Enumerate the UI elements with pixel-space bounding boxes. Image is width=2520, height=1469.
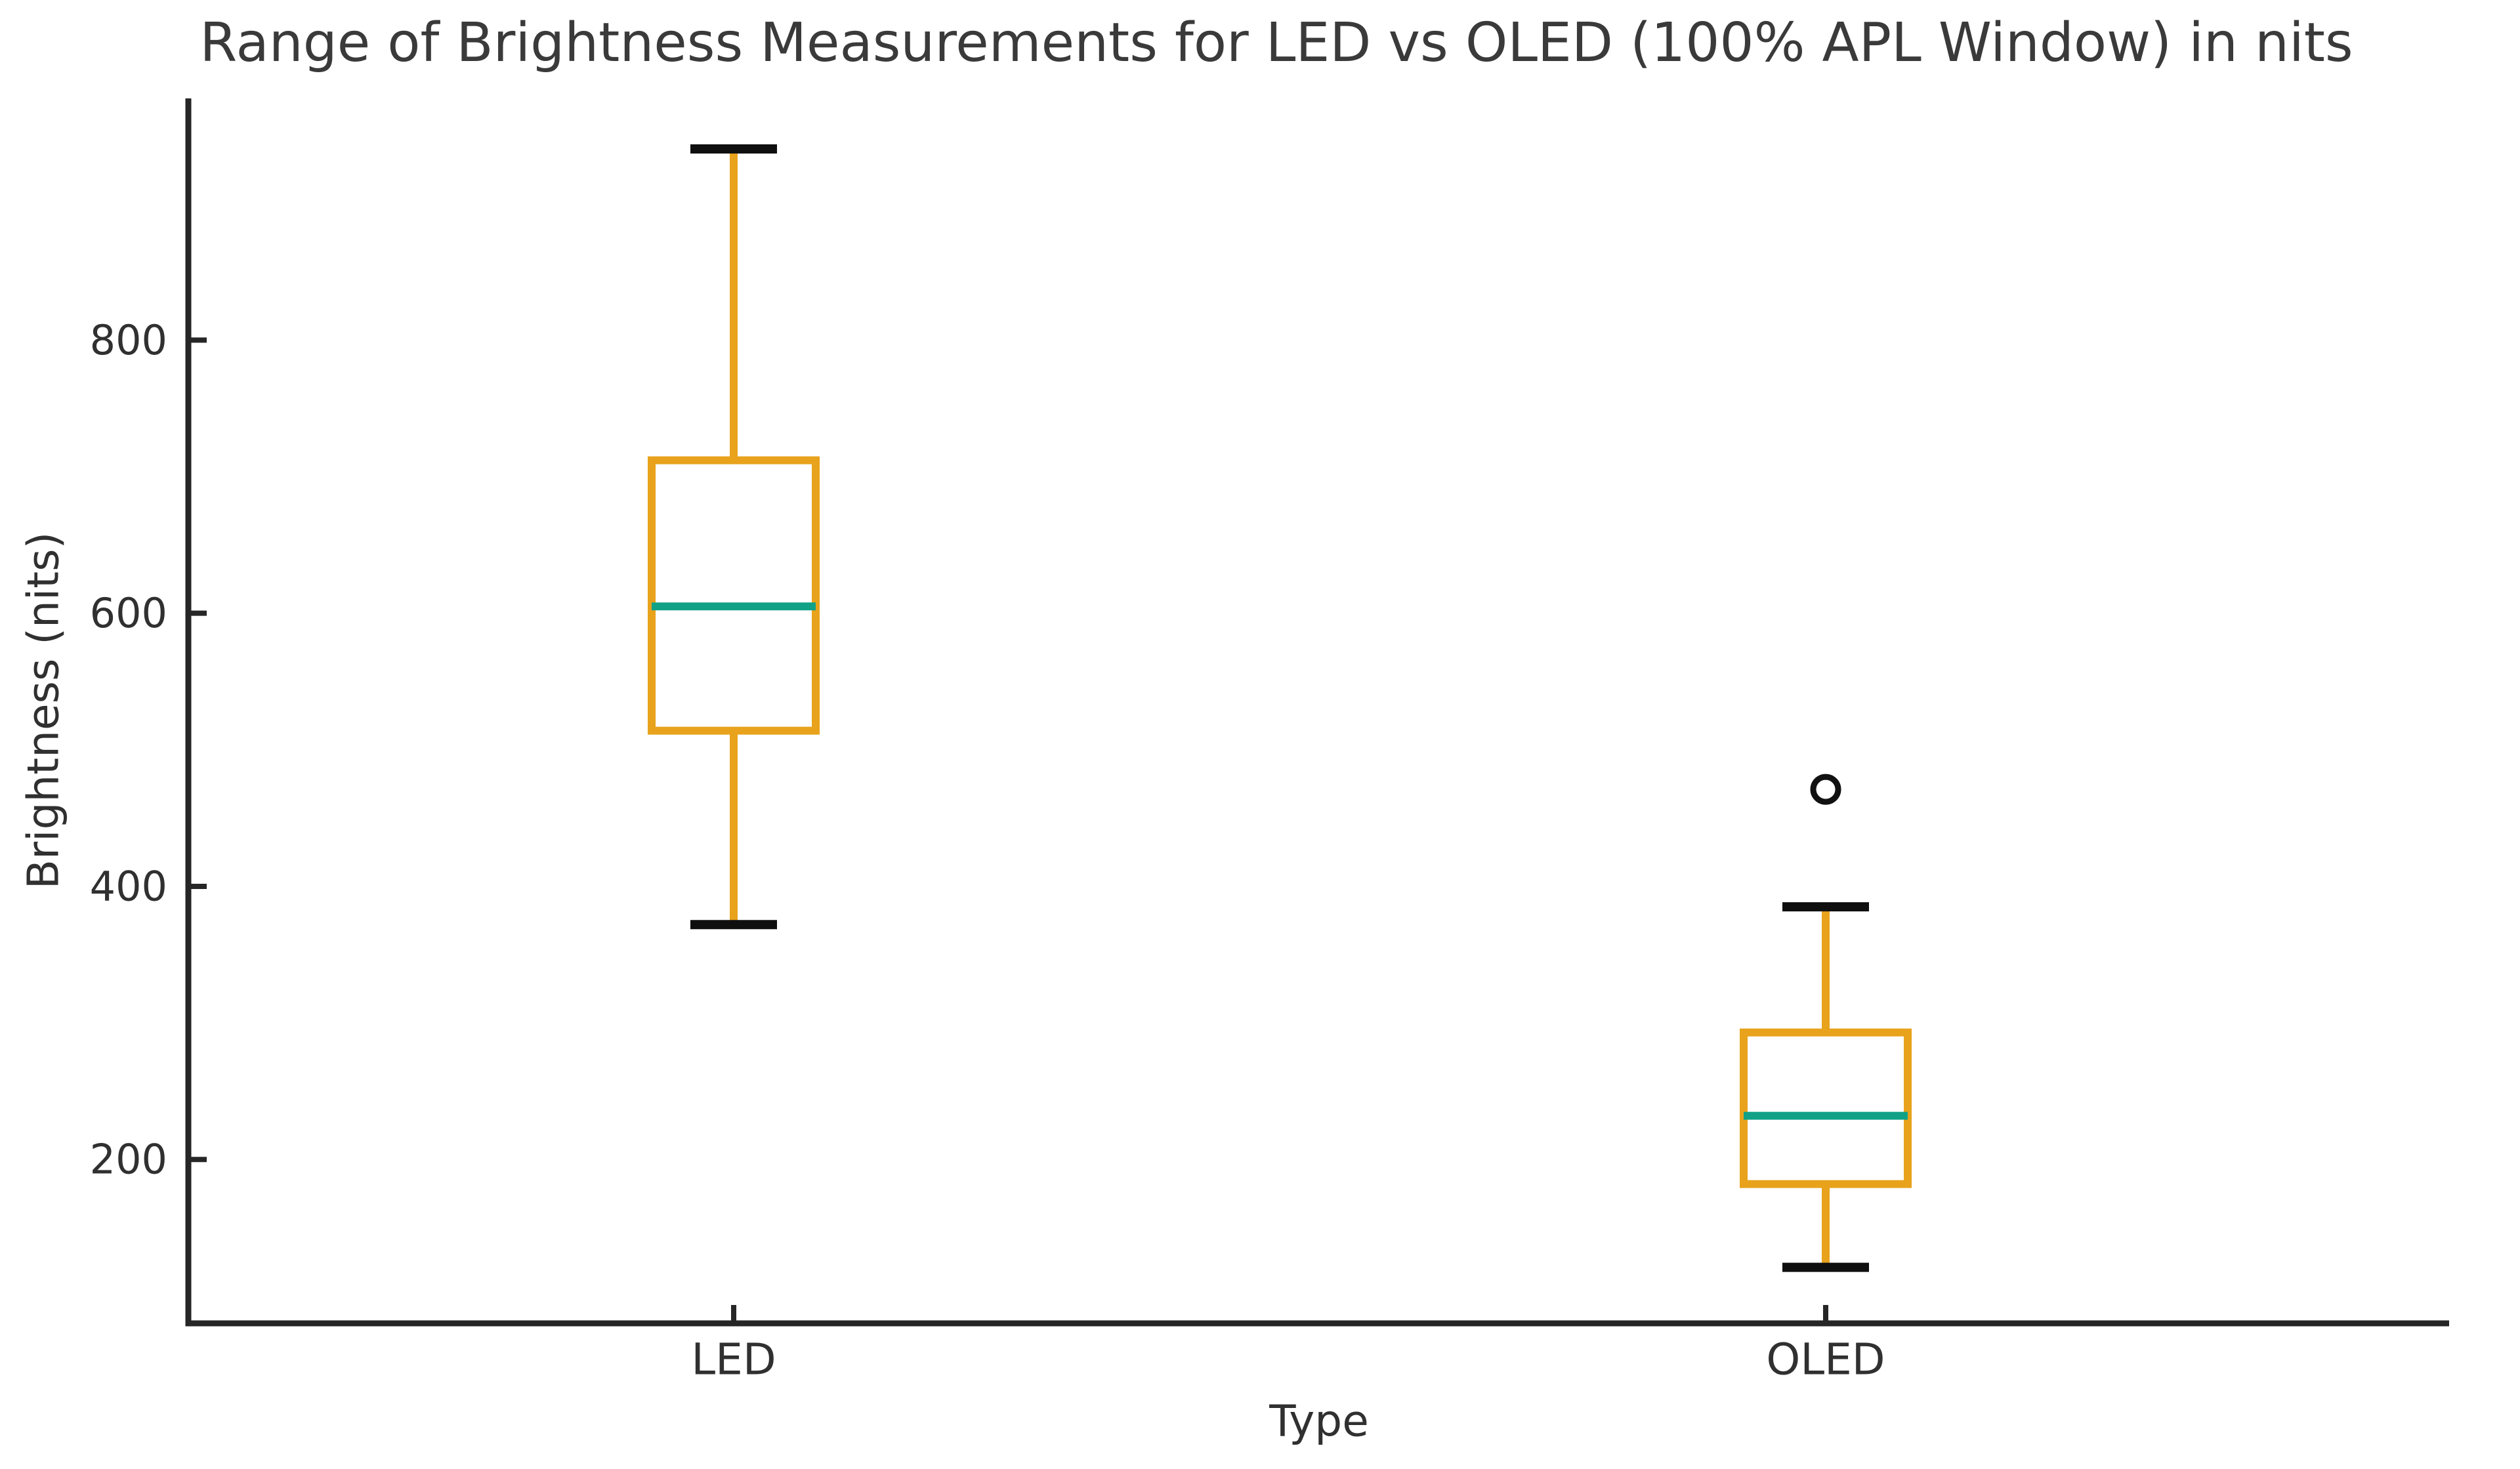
oled-box: [1740, 1028, 1912, 1188]
led-box: [648, 456, 820, 735]
x-tick-label-oled: OLED: [1766, 1335, 1885, 1385]
y-tick-label-400: 400: [90, 862, 167, 910]
x-tick-label-led: LED: [691, 1335, 776, 1385]
y-tick-label-600: 600: [90, 589, 167, 637]
x-axis-label: Type: [1269, 1396, 1369, 1447]
y-tick-label-200: 200: [90, 1136, 167, 1184]
chart-title: Range of Brightness Measurements for LED…: [200, 12, 2353, 74]
y-tick-label-800: 800: [90, 316, 167, 364]
oled-outlier-0: [1810, 774, 1841, 805]
